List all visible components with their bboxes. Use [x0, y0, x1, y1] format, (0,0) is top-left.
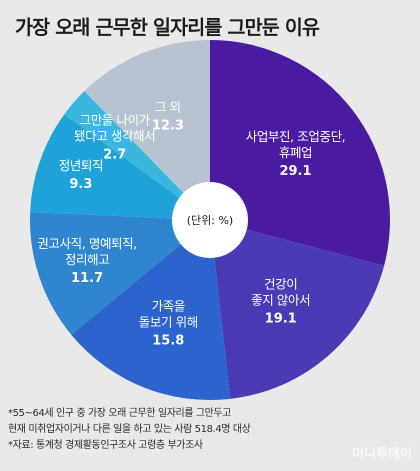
footnotes: *55~64세 인구 중 가장 오래 근무한 일자리를 그만두고 현재 미취업자… — [8, 406, 408, 454]
slice-label: 그만둘 나이가 — [80, 113, 151, 128]
slice-label: 정년퇴직 — [59, 158, 103, 173]
slice-label-group: 그 외 12.3 — [152, 100, 184, 134]
slice-value: 15.8 — [152, 334, 184, 349]
slice-label-group: 사업부진, 조업중단,휴폐업 29.1 — [246, 129, 346, 179]
slice-value: 19.1 — [265, 312, 297, 327]
footnote-3: *자료: 통계청 경제활동인구조사 고령층 부가조사 — [8, 440, 203, 451]
pie-slice — [71, 220, 231, 400]
pie-slice — [29, 212, 211, 335]
slice-label: 휴폐업 — [279, 145, 312, 160]
slice-label-group: 정년퇴직 9.3 — [59, 158, 104, 192]
slice-label: 좋지 않아서 — [251, 293, 310, 308]
slice-label: 정리해고 — [65, 252, 109, 267]
slice-label: 권고사직, 명예퇴직, — [37, 236, 137, 251]
pie-slice — [210, 220, 385, 399]
slice-label: 그 외 — [155, 100, 181, 115]
slice-label-group: 권고사직, 명예퇴직,정리해고 11.7 — [37, 236, 137, 286]
pie-slice — [210, 40, 391, 266]
pie-slices — [29, 40, 391, 400]
slice-value: 29.1 — [279, 164, 311, 179]
pie-slice — [30, 114, 211, 220]
pie-slice — [64, 91, 210, 220]
slice-value: 9.3 — [69, 177, 92, 192]
pie-slice — [84, 40, 210, 220]
watermark: 머니투데이 — [352, 447, 412, 462]
footnote-2: 현재 미취업자이거나 다른 일을 하고 있는 사람 518.4명 대상 — [8, 424, 251, 435]
center-hole — [172, 182, 248, 258]
slice-value: 12.3 — [152, 119, 184, 134]
footnote-1: *55~64세 인구 중 가장 오래 근무한 일자리를 그만두고 — [8, 408, 232, 419]
slice-label: 가족을 — [152, 299, 185, 314]
chart-title: 가장 오래 근무한 일자리를 그만둔 이유 — [15, 16, 320, 39]
slice-value: 2.7 — [103, 148, 126, 163]
slice-label: 사업부진, 조업중단, — [246, 129, 346, 144]
slice-label: 건강이 — [264, 277, 297, 292]
slice-value: 11.7 — [71, 271, 103, 286]
unit-label: (단위: %) — [187, 214, 233, 227]
slice-label: 됐다고 생각해서 — [74, 129, 155, 144]
slice-label: 돌보기 위해 — [139, 315, 198, 330]
